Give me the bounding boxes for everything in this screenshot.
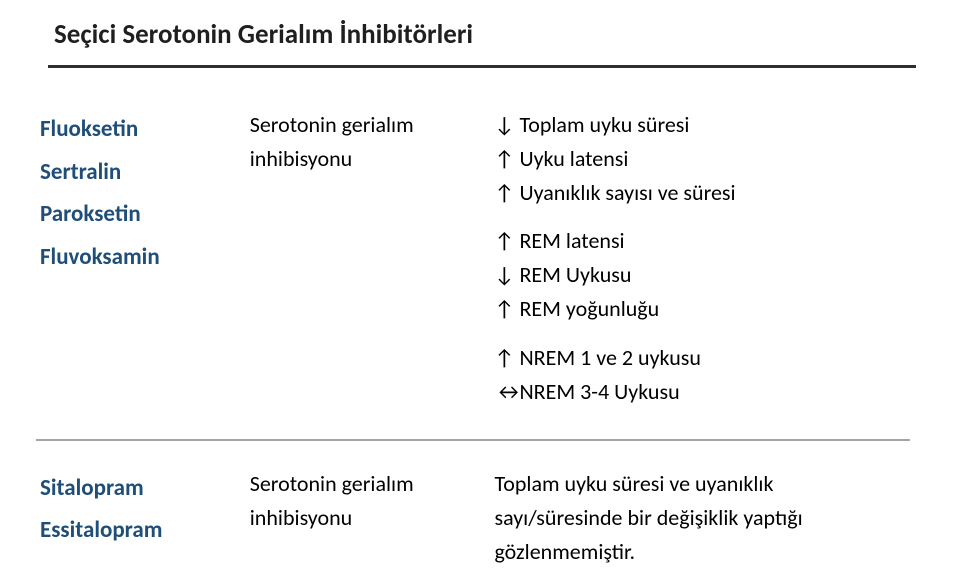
effect-text: Uyku latensi	[519, 145, 628, 172]
content-table: Fluoksetin Sertralin Paroksetin Fluvoksa…	[36, 100, 910, 577]
drug-name: Fluoksetin	[40, 108, 242, 151]
effects-column: Toplam uyku süresi ve uyanıklık sayı/sür…	[490, 441, 910, 577]
up-arrow-icon: ↑	[494, 176, 514, 210]
drug-name: Paroksetin	[40, 193, 242, 236]
effect-line: ↑ REM yoğunluğu	[494, 292, 906, 326]
drug-name: Sertralin	[40, 151, 242, 194]
effect-text: REM Uykusu	[519, 261, 631, 288]
drug-name: Sitalopram	[40, 467, 242, 510]
effect-line: ↑ NREM 1 ve 2 uykusu	[494, 341, 906, 375]
drug-name: Essitalopram	[40, 509, 242, 552]
effect-line: ↑ REM latensi	[494, 224, 906, 258]
up-arrow-icon: ↑	[494, 142, 514, 176]
effect-text: REM latensi	[519, 227, 624, 254]
effects-column: ↓ Toplam uyku süresi ↑ Uyku latensi ↑ Uy…	[490, 100, 910, 440]
drug-name: Fluvoksamin	[40, 236, 242, 279]
effect-text: gözlenmemiştir.	[494, 535, 906, 569]
table-row: Fluoksetin Sertralin Paroksetin Fluvoksa…	[36, 100, 910, 440]
mechanism-text: inhibisyonu	[250, 142, 487, 176]
effect-text: Toplam uyku süresi ve uyanıklık	[494, 467, 906, 501]
down-arrow-icon: ↓	[494, 258, 514, 292]
up-arrow-icon: ↑	[494, 292, 514, 326]
unchanged-arrow-icon: ↔	[494, 375, 514, 409]
mechanism-column: Serotonin gerialım inhibisyonu	[246, 100, 491, 440]
table-row: Sitalopram Essitalopram Serotonin gerial…	[36, 441, 910, 577]
effect-text: sayı/süresinde bir değişiklik yaptığı	[494, 501, 906, 535]
mechanism-text: Serotonin gerialım	[250, 467, 487, 501]
effect-line: ↑ Uyanıklık sayısı ve süresi	[494, 176, 906, 210]
up-arrow-icon: ↑	[494, 341, 514, 375]
effect-line: ↓ Toplam uyku süresi	[494, 108, 906, 142]
drug-column: Fluoksetin Sertralin Paroksetin Fluvoksa…	[36, 100, 246, 440]
effect-text: Toplam uyku süresi	[519, 111, 689, 138]
mechanism-text: inhibisyonu	[250, 501, 487, 535]
effect-line: ↓ REM Uykusu	[494, 258, 906, 292]
mechanism-text: Serotonin gerialım	[250, 108, 487, 142]
mechanism-column: Serotonin gerialım inhibisyonu	[246, 441, 491, 577]
title-underline	[48, 65, 916, 68]
effect-line: ↔ NREM 3-4 Uykusu	[494, 375, 906, 409]
effect-text: REM yoğunluğu	[519, 295, 659, 322]
down-arrow-icon: ↓	[494, 108, 514, 142]
drug-column: Sitalopram Essitalopram	[36, 441, 246, 577]
effect-line: ↑ Uyku latensi	[494, 142, 906, 176]
page-title: Seçici Serotonin Gerialım İnhibitörleri	[36, 18, 910, 65]
up-arrow-icon: ↑	[494, 224, 514, 258]
effect-text: NREM 3-4 Uykusu	[519, 378, 679, 405]
effect-text: Uyanıklık sayısı ve süresi	[519, 179, 735, 206]
effect-text: NREM 1 ve 2 uykusu	[519, 344, 701, 371]
